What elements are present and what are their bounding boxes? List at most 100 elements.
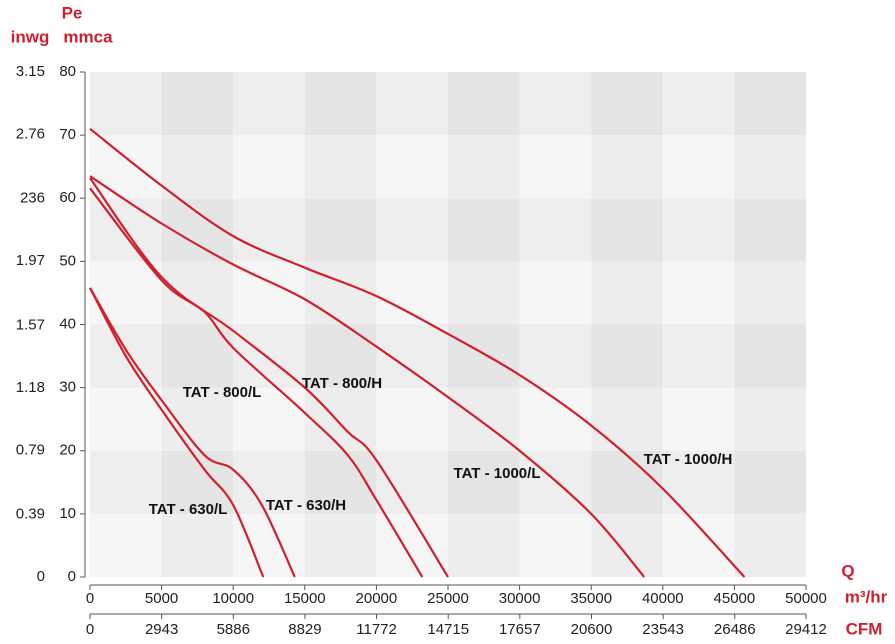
- y2-tick-label: 1.18: [16, 379, 45, 396]
- series-line: [89, 187, 424, 578]
- series-label: TAT - 1000/H: [644, 451, 733, 468]
- y2-tick-label: 236: [20, 190, 45, 207]
- y-tick-label: 40: [59, 315, 76, 332]
- x-tick-label: 25000: [427, 590, 469, 607]
- grid-cell: [591, 513, 663, 577]
- grid-cell: [376, 72, 448, 136]
- grid-cell: [304, 135, 377, 199]
- grid-cell: [233, 135, 305, 199]
- grid-cell: [662, 513, 735, 577]
- y2-tick-label: 3.15: [16, 63, 45, 80]
- grid-cell: [161, 135, 234, 199]
- series-label: TAT - 800/H: [302, 375, 382, 392]
- y-tick-label: 0: [68, 568, 76, 585]
- series-label: TAT - 800/L: [183, 384, 262, 401]
- x2-unit: CFM: [846, 619, 883, 638]
- grid-cell: [448, 135, 520, 199]
- grid-cell: [448, 261, 520, 325]
- x-title: Q: [841, 561, 854, 580]
- x-tick-label: 35000: [570, 590, 612, 607]
- grid-cell: [161, 72, 234, 136]
- y2-tick-label: 1.57: [16, 316, 45, 333]
- grid-cell: [662, 450, 735, 514]
- grid-cell: [304, 450, 377, 514]
- grid-cell: [662, 72, 735, 136]
- grid-cell: [519, 135, 592, 199]
- x-tick-label: 20000: [356, 590, 398, 607]
- plot-background: [90, 72, 806, 577]
- y2-tick-label: 1.97: [16, 252, 45, 269]
- grid-cell: [734, 72, 806, 136]
- series-label: TAT - 1000/L: [454, 465, 541, 482]
- grid-cell: [591, 72, 663, 136]
- x2-tick-label: 26486: [714, 621, 756, 638]
- grid-cell: [161, 513, 234, 577]
- x2-tick-label: 14715: [427, 621, 469, 638]
- grid-cell: [591, 198, 663, 262]
- y-tick-label: 70: [59, 126, 76, 143]
- grid-cell: [591, 387, 663, 451]
- grid-cell: [161, 387, 234, 451]
- x-tick-label: 40000: [642, 590, 684, 607]
- grid-cell: [161, 261, 234, 325]
- grid-cell: [519, 387, 592, 451]
- grid-cell: [591, 261, 663, 325]
- grid-cell: [662, 324, 735, 388]
- grid-cell: [448, 72, 520, 136]
- x-tick-label: 30000: [499, 590, 541, 607]
- grid-cell: [304, 198, 377, 262]
- grid-cell: [591, 324, 663, 388]
- grid-cell: [448, 513, 520, 577]
- series-line: [89, 177, 449, 578]
- y2-tick-label: 2.76: [16, 125, 45, 142]
- x-tick-label: 5000: [145, 590, 178, 607]
- grid-cell: [376, 324, 448, 388]
- x2-tick-label: 2943: [145, 621, 178, 638]
- y-tick-label: 80: [59, 63, 76, 80]
- grid-cell: [519, 513, 592, 577]
- grid-cell: [90, 450, 162, 514]
- grid-cell: [90, 387, 162, 451]
- grid-cell: [376, 513, 448, 577]
- grid-cell: [519, 324, 592, 388]
- grid-cell: [591, 450, 663, 514]
- grid-cell: [519, 198, 592, 262]
- x-tick-label: 10000: [212, 590, 254, 607]
- y-tick-label: 20: [59, 442, 76, 459]
- grid-cell: [233, 387, 305, 451]
- x-tick-label: 15000: [284, 590, 326, 607]
- grid-cell: [734, 198, 806, 262]
- grid-cell: [90, 261, 162, 325]
- grid-cell: [376, 387, 448, 451]
- grid-cell: [734, 513, 806, 577]
- grid-cell: [304, 72, 377, 136]
- y-tick-label: 50: [59, 252, 76, 269]
- grid-cell: [233, 198, 305, 262]
- y2-unit: inwg: [11, 27, 50, 46]
- series-label: TAT - 630/L: [149, 501, 228, 518]
- series-line: [89, 287, 296, 578]
- grid-cell: [519, 72, 592, 136]
- x-unit: m³/hr: [845, 587, 888, 606]
- x2-tick-label: 17657: [499, 621, 541, 638]
- grid-cell: [734, 135, 806, 199]
- x2-tick-label: 8829: [288, 621, 321, 638]
- grid-cell: [734, 324, 806, 388]
- x2-tick-label: 11772: [356, 621, 397, 638]
- x2-tick-label: 5886: [217, 621, 250, 638]
- series-label: TAT - 630/H: [266, 497, 346, 514]
- grid-cell: [662, 387, 735, 451]
- grid-cell: [734, 450, 806, 514]
- series-line: [89, 287, 265, 578]
- grid-cell: [591, 135, 663, 199]
- grid-cell: [90, 135, 162, 199]
- grid-cell: [376, 135, 448, 199]
- x2-tick-label: 20600: [571, 621, 613, 638]
- grid-cell: [662, 135, 735, 199]
- grid-cell: [304, 513, 377, 577]
- grid-cell: [662, 198, 735, 262]
- grid-cell: [304, 324, 377, 388]
- x2-tick-label: 29412: [785, 621, 827, 638]
